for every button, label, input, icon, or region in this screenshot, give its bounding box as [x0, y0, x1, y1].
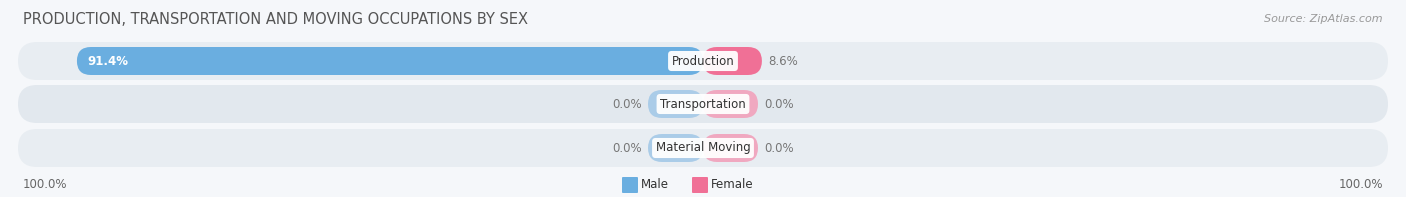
FancyBboxPatch shape	[703, 90, 758, 118]
FancyBboxPatch shape	[621, 177, 638, 193]
FancyBboxPatch shape	[703, 47, 762, 75]
FancyBboxPatch shape	[648, 90, 703, 118]
Text: Transportation: Transportation	[661, 98, 745, 111]
Text: 8.6%: 8.6%	[768, 55, 797, 68]
Text: Male: Male	[641, 178, 669, 191]
Text: Material Moving: Material Moving	[655, 141, 751, 154]
Text: 91.4%: 91.4%	[87, 55, 128, 68]
Text: PRODUCTION, TRANSPORTATION AND MOVING OCCUPATIONS BY SEX: PRODUCTION, TRANSPORTATION AND MOVING OC…	[22, 11, 529, 27]
FancyBboxPatch shape	[77, 47, 703, 75]
Text: 0.0%: 0.0%	[763, 98, 793, 111]
FancyBboxPatch shape	[692, 177, 709, 193]
Text: Female: Female	[711, 178, 754, 191]
FancyBboxPatch shape	[648, 134, 703, 162]
Text: 100.0%: 100.0%	[1339, 178, 1384, 191]
FancyBboxPatch shape	[18, 42, 1388, 80]
Text: Source: ZipAtlas.com: Source: ZipAtlas.com	[1264, 14, 1384, 24]
Text: 100.0%: 100.0%	[22, 178, 67, 191]
FancyBboxPatch shape	[18, 129, 1388, 167]
Text: 0.0%: 0.0%	[763, 141, 793, 154]
Text: 0.0%: 0.0%	[613, 98, 643, 111]
Text: Production: Production	[672, 55, 734, 68]
FancyBboxPatch shape	[703, 134, 758, 162]
FancyBboxPatch shape	[18, 85, 1388, 123]
Text: 0.0%: 0.0%	[613, 141, 643, 154]
